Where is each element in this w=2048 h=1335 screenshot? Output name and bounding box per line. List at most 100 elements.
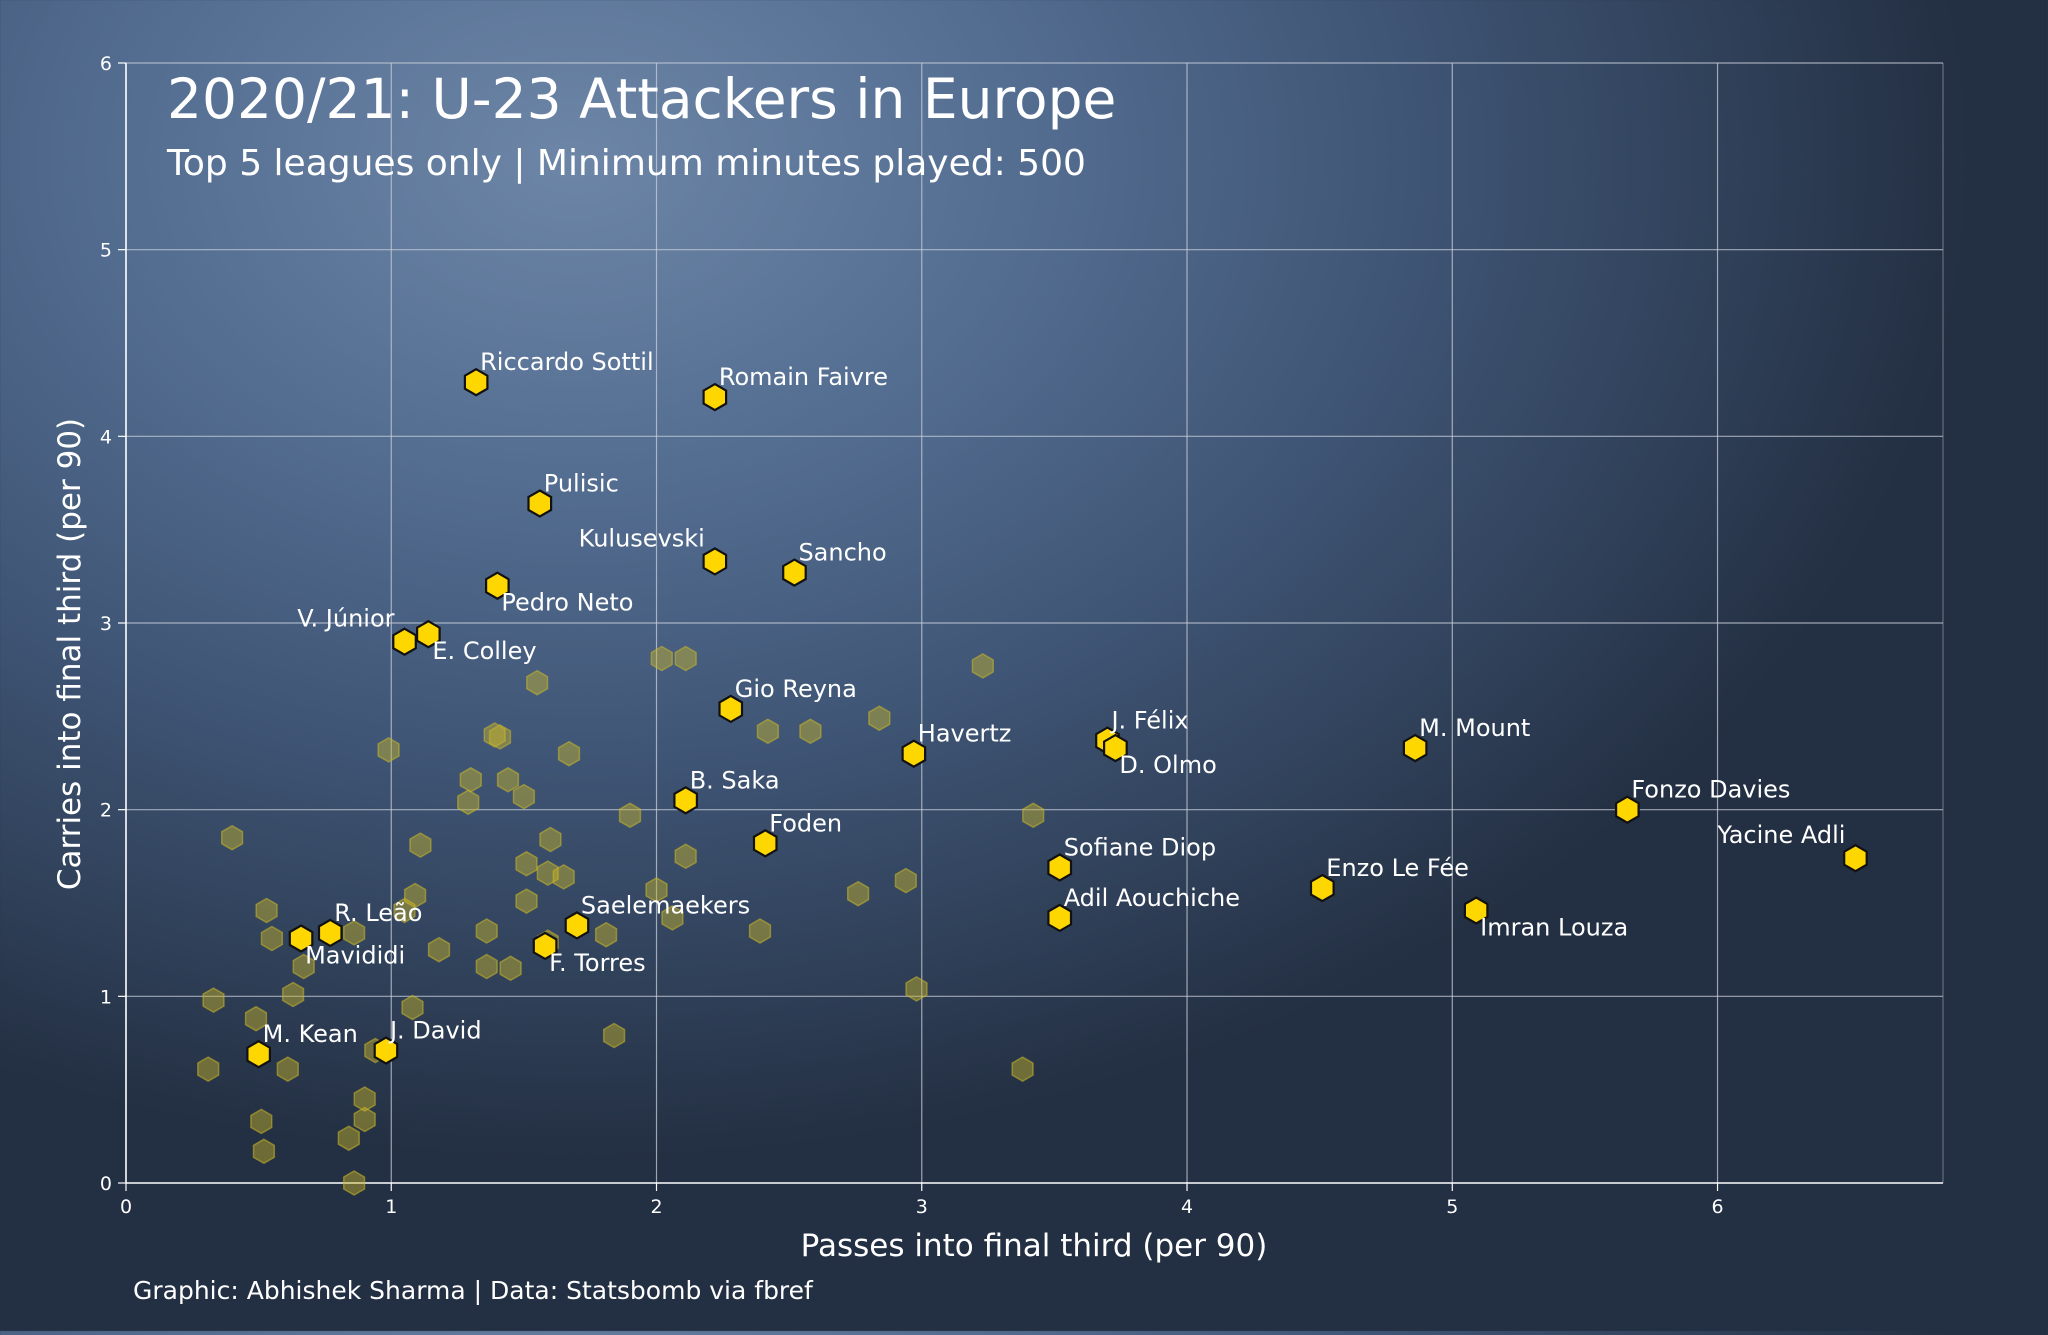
y-tick-label: 0: [100, 1173, 112, 1195]
x-tick-label: 6: [1711, 1196, 1723, 1218]
background-point: [244, 1005, 268, 1032]
background-point: [602, 1022, 626, 1049]
background-point: [427, 936, 451, 963]
highlighted-point: [901, 739, 927, 768]
x-tick-label: 2: [650, 1196, 662, 1218]
background-point: [252, 1138, 276, 1165]
point-label: Riccardo Sottil: [480, 348, 654, 376]
y-tick-label: 3: [100, 613, 112, 635]
background-point: [457, 789, 480, 816]
background-point: [475, 953, 498, 980]
point-label: Gio Reyna: [735, 675, 857, 703]
background-point: [281, 981, 305, 1008]
background-points: [197, 645, 1045, 1196]
background-point: [342, 1170, 366, 1196]
background-point: [202, 987, 225, 1013]
highlighted-point: [702, 382, 728, 412]
highlighted-point: [463, 367, 489, 397]
y-tick-label: 1: [100, 986, 112, 1008]
x-axis-label: Passes into final third (per 90): [801, 1228, 1268, 1264]
point-label: M. Kean: [263, 1020, 358, 1048]
x-tick-label: 4: [1181, 1196, 1193, 1218]
highlighted-point: [485, 571, 510, 600]
background-point: [594, 921, 618, 948]
x-tick-label: 5: [1446, 1196, 1458, 1218]
background-point: [756, 718, 780, 745]
background-point: [674, 645, 697, 672]
chart-title: 2020/21: U-23 Attackers in Europe: [167, 67, 1116, 131]
background-point: [894, 867, 917, 894]
highlighted-point: [1402, 733, 1428, 763]
highlighted-point: [1309, 873, 1335, 903]
point-label: B. Saka: [690, 766, 780, 794]
highlighted-points: [246, 367, 1868, 1069]
y-tick-label: 2: [100, 800, 112, 822]
y-tick-label: 4: [100, 426, 112, 448]
background-point: [499, 955, 522, 982]
highlighted-point: [317, 918, 343, 948]
background-point: [674, 843, 697, 870]
highlighted-point: [416, 619, 441, 649]
y-axis-label: Carries into final third (per 90): [52, 418, 88, 890]
point-label: Kulusevski: [579, 524, 705, 552]
grid-lines: [126, 62, 1944, 1183]
background-point: [1011, 1056, 1034, 1082]
point-label: R. Leão: [334, 899, 422, 927]
background-point: [459, 766, 482, 793]
point-label: Mavididi: [305, 941, 405, 969]
highlighted-point: [702, 547, 728, 576]
background-point: [971, 653, 994, 679]
background-point: [353, 1086, 376, 1112]
point-label: Imran Louza: [1480, 913, 1628, 941]
background-point: [905, 976, 928, 1002]
background-point: [661, 905, 684, 931]
highlighted-point: [752, 829, 778, 858]
point-label: V. Júnior: [297, 605, 394, 633]
point-label: Havertz: [918, 720, 1012, 748]
point-label: E. Colley: [432, 637, 536, 665]
highlighted-point: [532, 931, 558, 961]
background-point: [377, 737, 400, 763]
highlighted-point: [1047, 903, 1073, 933]
background-point: [496, 766, 520, 793]
background-point: [337, 1125, 360, 1152]
point-label: Sancho: [798, 539, 886, 567]
chart-subtitle: Top 5 leagues only | Minimum minutes pla…: [166, 143, 1086, 184]
background-point: [292, 953, 315, 980]
highlighted-point: [527, 489, 553, 518]
highlighted-point: [718, 694, 744, 724]
point-label: J. Félix: [1109, 707, 1188, 735]
background-point: [650, 645, 673, 672]
point-label: J. David: [388, 1016, 482, 1044]
point-label: Romain Faivre: [719, 363, 888, 391]
point-label: Enzo Le Fée: [1326, 854, 1469, 882]
background-point: [401, 994, 424, 1021]
background-point: [197, 1056, 220, 1082]
point-label: M. Mount: [1419, 714, 1530, 742]
x-tick-label: 0: [120, 1196, 132, 1218]
highlighted-point: [782, 558, 807, 587]
background-point: [526, 669, 549, 696]
highlighted-point: [673, 786, 699, 815]
highlighted-point: [1102, 733, 1128, 763]
x-tick-label: 3: [916, 1196, 928, 1218]
background-point: [220, 824, 244, 851]
point-label: Pedro Neto: [501, 589, 633, 617]
background-point: [1022, 802, 1045, 829]
background-point: [255, 897, 278, 924]
y-tick-label: 5: [100, 240, 112, 262]
background-point: [409, 832, 432, 858]
background-point: [868, 705, 891, 732]
point-labels: Riccardo Sottil Romain Faivre Pulisic Kulus…: [263, 348, 1846, 1048]
highlighted-point: [288, 924, 314, 953]
background-point: [342, 920, 366, 946]
point-label: Sofiane Diop: [1064, 834, 1216, 862]
point-label: Pulisic: [544, 470, 619, 498]
point-label: Yacine Adli: [1716, 821, 1845, 849]
background-point: [539, 826, 562, 853]
y-tick-label: 6: [100, 53, 112, 75]
chart-caption: Graphic: Abhishek Sharma | Data: Statsbo…: [133, 1276, 814, 1305]
background-point: [276, 1056, 299, 1082]
